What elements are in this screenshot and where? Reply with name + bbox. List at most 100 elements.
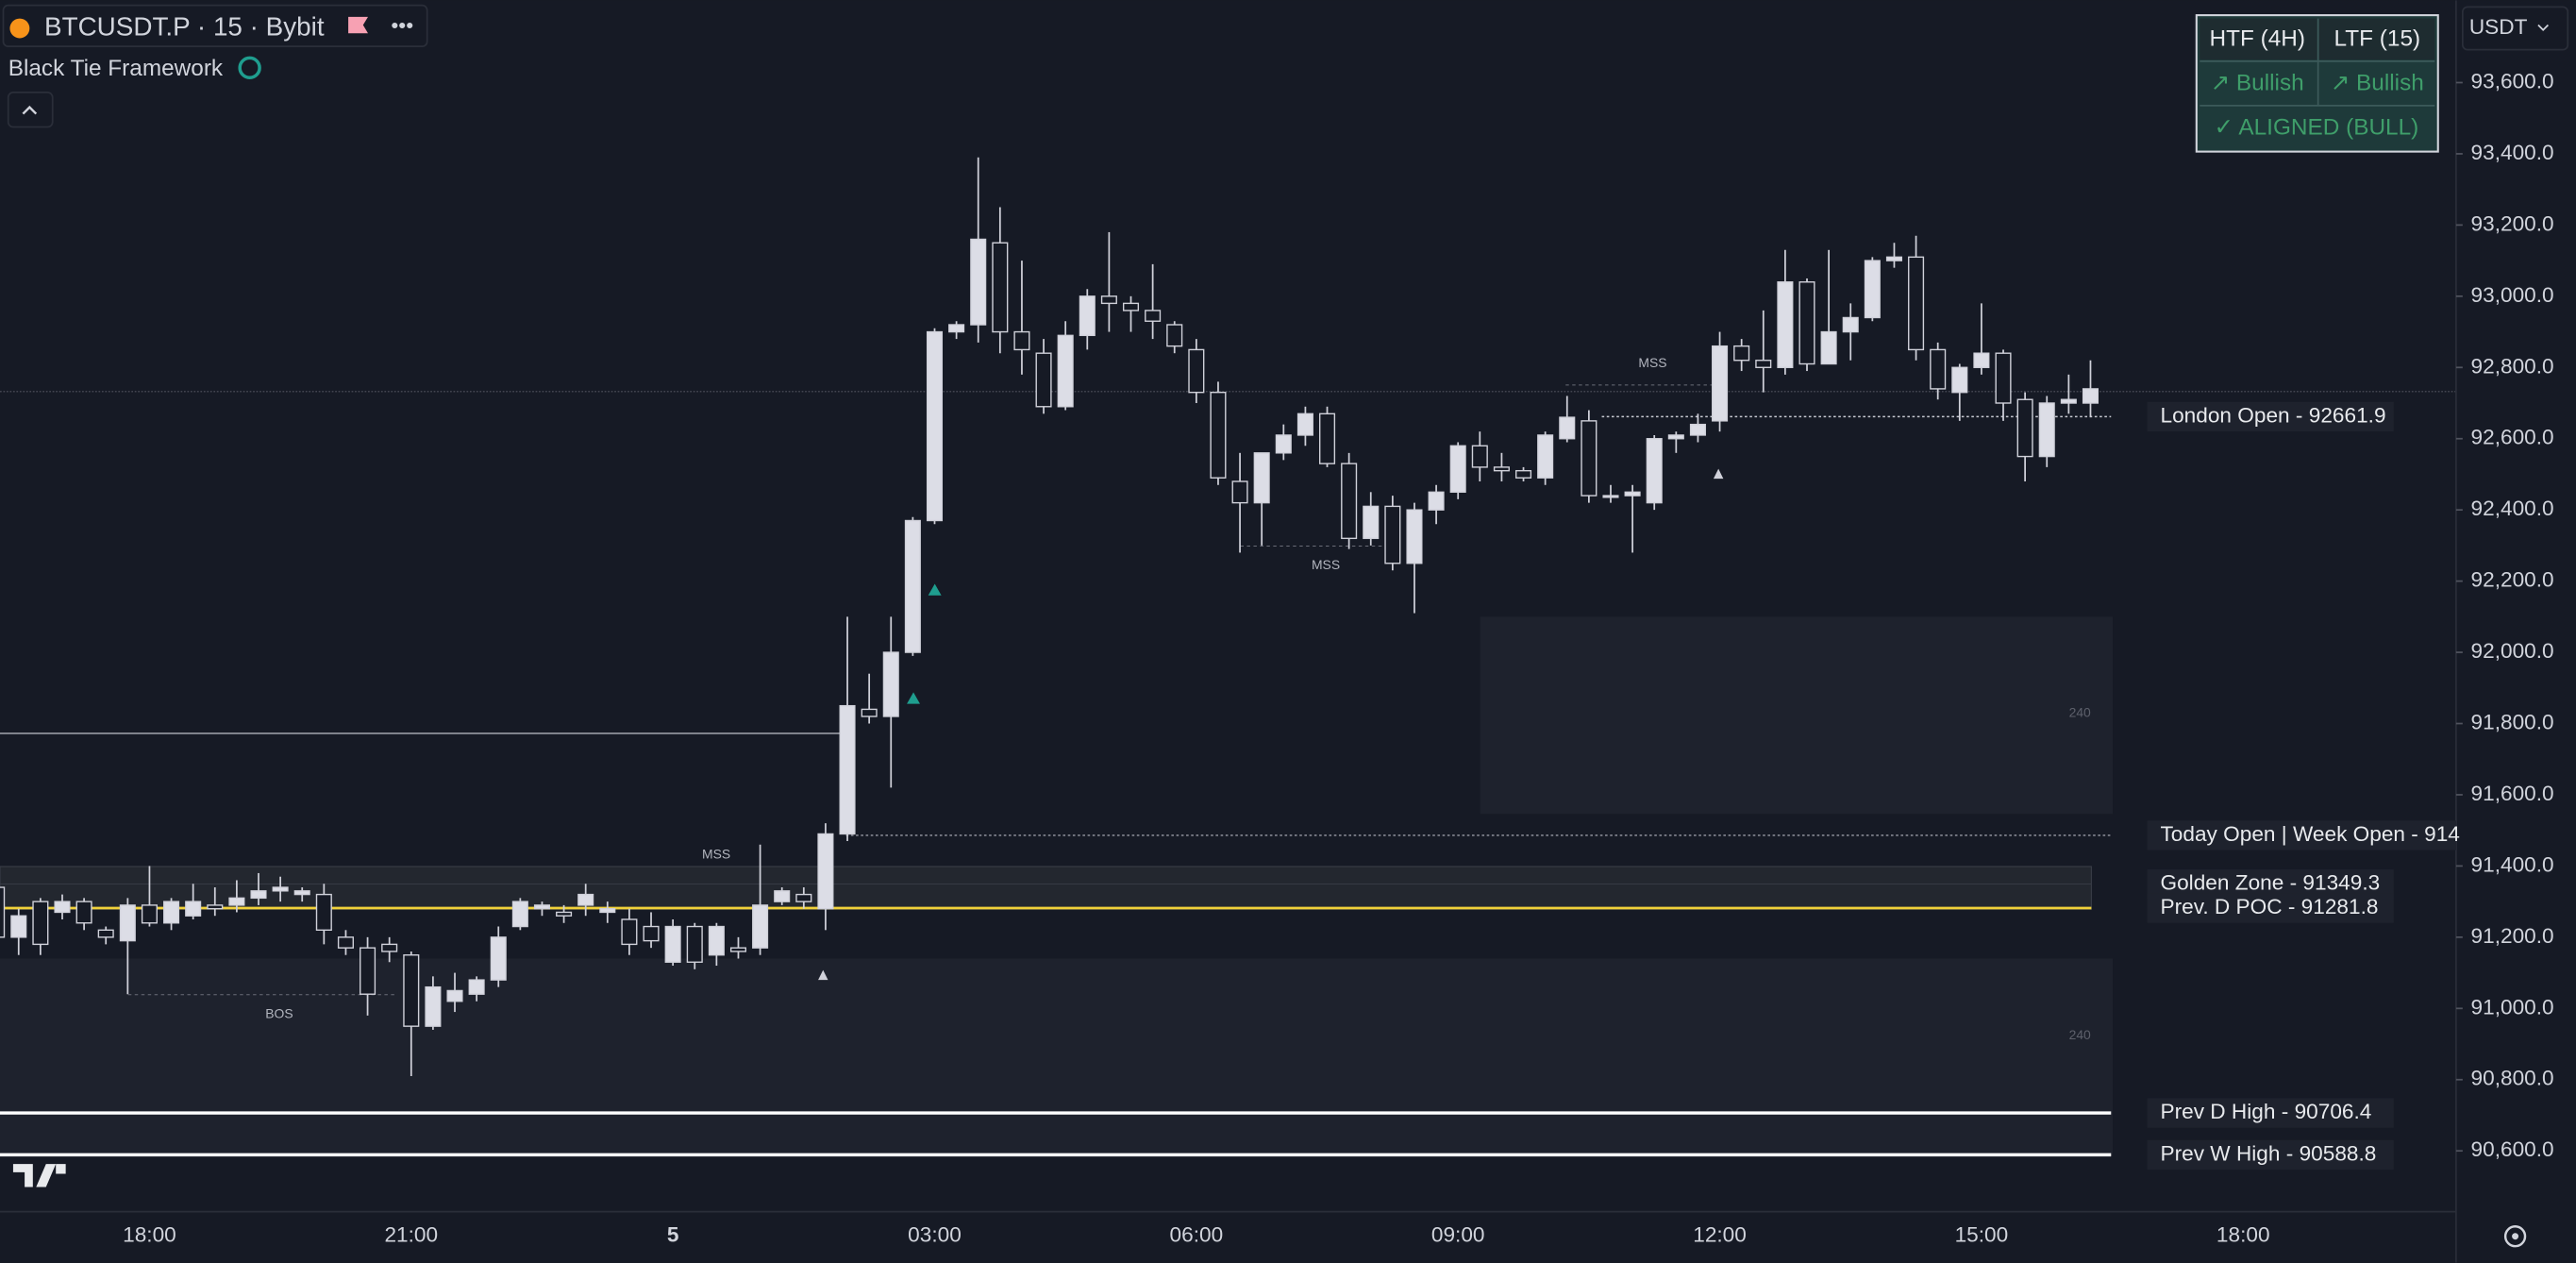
candle-body: [403, 954, 420, 1027]
candle-body: [228, 897, 245, 906]
level-label: Prev D High - 90706.4: [2161, 1100, 2372, 1123]
candle-body: [1145, 310, 1162, 322]
candle-body: [1712, 345, 1729, 422]
y-tick-label: 90,800.0: [2471, 1067, 2554, 1090]
currency[interactable]: USDT: [2469, 15, 2528, 39]
x-tick-label: 18:00: [2216, 1223, 2270, 1247]
candle-body: [1013, 330, 1030, 351]
table-cell: ↗ Bullish: [2331, 71, 2424, 96]
collapse-icon: [22, 105, 38, 115]
settings-icon[interactable]: [2503, 1225, 2527, 1248]
more-icon[interactable]: •••: [391, 13, 413, 37]
candle-body: [664, 925, 681, 963]
level-label-box: [2147, 893, 2394, 923]
candle-body: [556, 911, 573, 917]
candle-body: [360, 947, 376, 995]
candle-body: [1341, 463, 1358, 540]
x-tick-label: 06:00: [1170, 1223, 1224, 1247]
candle-body: [904, 519, 921, 653]
candle-body: [337, 936, 354, 949]
candle-body: [1581, 420, 1597, 497]
candle-body: [293, 890, 310, 896]
candle-body: [0, 886, 6, 938]
candle-body: [185, 901, 202, 917]
x-tick-label: 09:00: [1431, 1223, 1485, 1247]
y-tick-label: 91,800.0: [2471, 710, 2554, 733]
candle-body: [119, 904, 136, 942]
golden-zone-box: [0, 866, 2092, 910]
annotation: MSS: [702, 846, 730, 861]
candle-body: [686, 925, 703, 963]
candle-body: [1471, 445, 1488, 468]
candle-body: [926, 330, 944, 522]
candle-body: [1842, 316, 1859, 333]
candle-body: [1798, 281, 1815, 365]
candle-body: [1035, 352, 1052, 408]
y-tick-label: 93,200.0: [2471, 211, 2554, 235]
y-tick-label: 91,600.0: [2471, 782, 2554, 805]
currency-button[interactable]: [2461, 6, 2569, 51]
table-cell: LTF (15): [2334, 26, 2421, 52]
symbol[interactable]: BTCUSDT.P · 15 · Bybit: [44, 11, 325, 41]
candle-body: [729, 947, 747, 952]
candle-body: [2082, 388, 2099, 404]
table-cell: ↗ Bullish: [2211, 71, 2304, 96]
candle-body: [97, 929, 114, 938]
candle-body: [948, 324, 965, 333]
flag-icon[interactable]: [348, 16, 368, 34]
candle-body: [1100, 295, 1117, 305]
collapse-button[interactable]: [7, 92, 54, 128]
candle-body: [1646, 438, 1663, 504]
settings-icon[interactable]: [2512, 1233, 2519, 1240]
candle-body: [992, 242, 1009, 333]
candle-body: [1537, 434, 1554, 479]
y-tick-label: 93,400.0: [2471, 141, 2554, 164]
annotation: BOS: [265, 1005, 293, 1020]
candle-body: [1122, 302, 1140, 312]
level-label: Prev. D POC - 91281.8: [2161, 895, 2379, 918]
candle-body: [468, 979, 485, 995]
y-tick-label: 92,000.0: [2471, 639, 2554, 663]
candle-body: [272, 886, 289, 892]
dropdown-icon: [2537, 24, 2550, 31]
y-tick-label: 92,800.0: [2471, 354, 2554, 378]
y-tick-label: 91,200.0: [2471, 924, 2554, 948]
level-label: Today Open | Week Open - 914: [2161, 822, 2460, 846]
logo[interactable]: [12, 1164, 66, 1187]
candle-body: [1363, 505, 1380, 540]
candle-body: [2060, 398, 2077, 404]
y-tick-label: 91,000.0: [2471, 995, 2554, 1019]
candle-body: [1930, 348, 1947, 390]
candle-body: [1733, 345, 1750, 362]
indicator-icon[interactable]: [238, 56, 261, 79]
y-tick-label: 90,600.0: [2471, 1137, 2554, 1161]
x-tick-label: 21:00: [384, 1223, 438, 1247]
level-label-box: [2147, 401, 2394, 432]
candle-body: [250, 890, 267, 900]
candle-body: [1951, 366, 1968, 394]
candle-body: [643, 925, 660, 942]
indicator-name[interactable]: Black Tie Framework: [8, 56, 224, 81]
candle-body: [621, 918, 638, 946]
candle-body: [1493, 466, 1510, 472]
candle-body: [10, 915, 27, 938]
candle-body: [315, 893, 332, 932]
candle-body: [1275, 434, 1292, 454]
candle-body: [1188, 348, 1205, 394]
candle-body: [1864, 260, 1881, 319]
x-tick-label: 12:00: [1693, 1223, 1747, 1247]
candle-body: [970, 238, 987, 326]
level-label-box: [2147, 1139, 2394, 1170]
annotation: MSS: [1312, 557, 1340, 572]
symbol-box[interactable]: [2, 4, 428, 48]
candle-body: [1559, 416, 1576, 440]
candle-body: [599, 907, 616, 914]
candle-body: [141, 904, 158, 924]
candle-body: [511, 901, 528, 928]
x-tick-label: 15:00: [1955, 1223, 2009, 1247]
candle-body: [1995, 352, 2012, 404]
candle-body: [795, 893, 812, 902]
candle-body: [490, 936, 507, 981]
candle-body: [533, 904, 550, 910]
